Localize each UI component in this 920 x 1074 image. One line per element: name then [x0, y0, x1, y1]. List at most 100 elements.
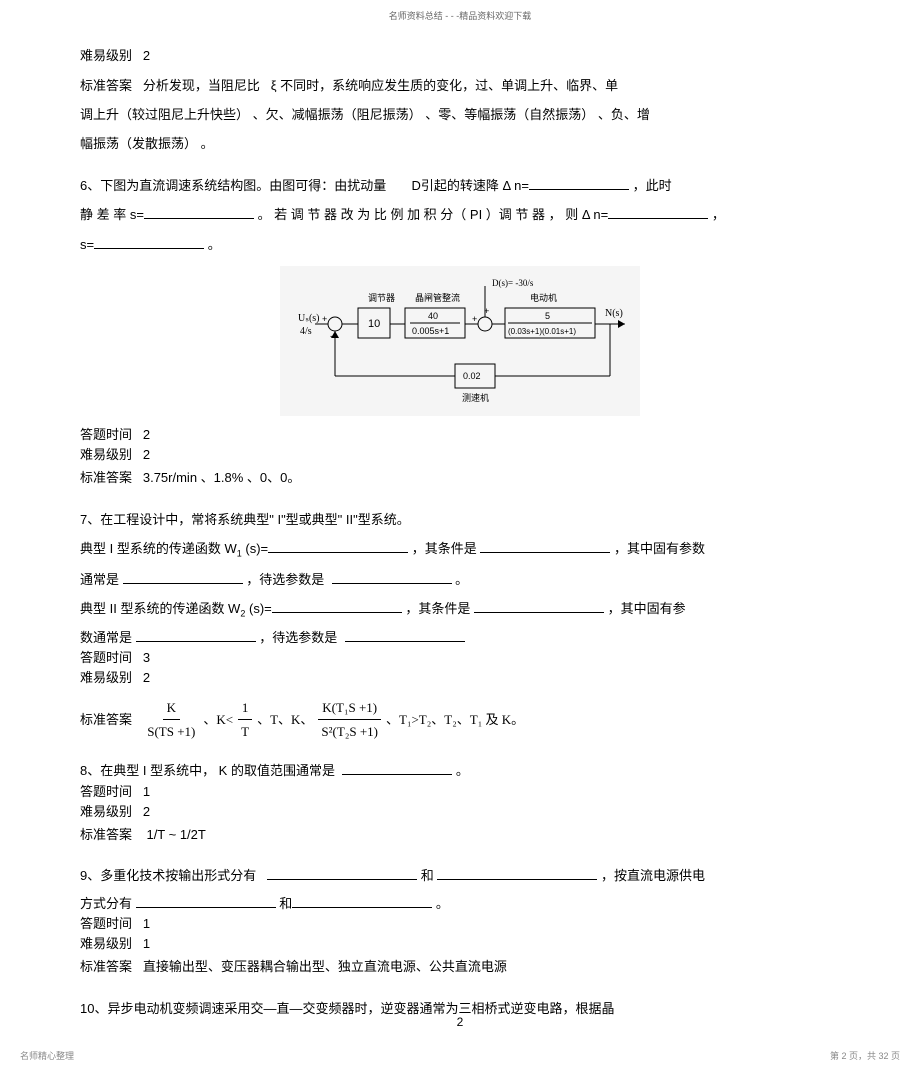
q7-line2: 典型 I 型系统的传递函数 W1 (s)= ，其条件是 ，其中固有参数	[80, 537, 840, 562]
q7-std-answer: 标准答案 K S(TS +1) 、K< 1 T 、T、K、 K(T₁S +1) …	[80, 696, 840, 744]
value: 2	[143, 670, 150, 685]
block1-value: 10	[368, 318, 380, 330]
label: 难易级别	[80, 804, 132, 819]
blank	[136, 628, 256, 642]
label: 标准答案	[80, 708, 132, 731]
block1-title: 调节器	[368, 293, 395, 303]
q6-std-answer: 标准答案 3.75r/min 、1.8% 、0、0。	[80, 466, 840, 489]
blank	[332, 570, 452, 584]
value: 2	[143, 48, 150, 63]
blank	[268, 539, 408, 553]
blank	[94, 235, 204, 249]
text: ，待选参数是	[259, 630, 337, 645]
footer-right: 第 2 页，共 32 页	[830, 1048, 900, 1064]
blank	[480, 539, 610, 553]
text: ，按直流电源供电	[601, 868, 705, 883]
blank	[144, 205, 254, 219]
blank	[608, 205, 708, 219]
label: 答题时间	[80, 650, 132, 665]
q9-difficulty: 难易级别 1	[80, 935, 840, 953]
numer: K(T₁S +1)	[318, 696, 381, 720]
block3-top: 5	[545, 311, 550, 321]
label: 标准答案	[80, 470, 132, 485]
page-number: 2	[0, 1012, 920, 1034]
block2-top: 40	[428, 311, 438, 321]
blank	[272, 599, 402, 613]
q8-difficulty: 难易级别 2	[80, 803, 840, 821]
denom: S²(T₂S +1)	[317, 720, 382, 743]
output-label: N(s)	[605, 308, 623, 319]
value: 2	[143, 447, 150, 462]
q8-line1: 8、在典型 I 型系统中， K 的取值范围通常是 。	[80, 761, 840, 780]
q5-answer-line2: 调上升（较过阻尼上升快些） 、欠、减幅振荡（阻尼振荡） 、零、等幅振荡（自然振荡…	[80, 103, 840, 126]
q8-ans-time: 答题时间 1	[80, 783, 840, 801]
value: 1	[143, 784, 150, 799]
header-note: 名师资料总结 - - -精品资料欢迎下载	[0, 0, 920, 24]
formula-2: 1 T	[237, 696, 253, 744]
value: 2	[143, 804, 150, 819]
text: 、T、K、	[257, 708, 313, 731]
label: 答题时间	[80, 916, 132, 931]
text: 和	[279, 896, 292, 911]
q6-line2: 静 差 率 s= 。 若 调 节 器 改 为 比 例 加 积 分（ PI ）调 …	[80, 203, 840, 226]
text: ，其条件是	[412, 541, 477, 556]
blank	[342, 761, 452, 775]
q8-std-answer: 标准答案 1/T ~ 1/2T	[80, 823, 840, 846]
q5-difficulty: 难易级别 2	[80, 44, 840, 67]
text: ，其条件是	[405, 601, 470, 616]
text: ，其中固有参	[608, 601, 686, 616]
denom: T	[237, 720, 253, 743]
blank	[474, 599, 604, 613]
blank	[136, 894, 276, 908]
text: ，其中固有参数	[614, 541, 705, 556]
label: 答题时间	[80, 784, 132, 799]
q7-line3: 通常是 ，待选参数是 。	[80, 568, 840, 591]
text: 9、多重化技术按输出形式分有	[80, 868, 256, 883]
document-content: 难易级别 2 标准答案 分析发现，当阻尼比 ξ 不同时，系统响应发生质的变化，过…	[0, 24, 920, 1020]
text: ，此时	[633, 178, 672, 193]
text: ，待选参数是	[246, 572, 324, 587]
numer: 1	[238, 696, 253, 720]
blank	[345, 628, 465, 642]
formula-1: K S(TS +1)	[143, 696, 199, 744]
value: 3	[143, 650, 150, 665]
blank	[267, 866, 417, 880]
label: 难易级别	[80, 670, 132, 685]
text: D引起的转速降 Δ n=	[412, 178, 529, 193]
q7-line5: 数通常是 ，待选参数是	[80, 628, 840, 647]
q9-ans-time: 答题时间 1	[80, 915, 840, 933]
fb-title: 测速机	[462, 392, 489, 403]
formula-3: K(T₁S +1) S²(T₂S +1)	[317, 696, 382, 744]
label: 标准答案	[80, 959, 132, 974]
text: ，	[712, 207, 725, 222]
label: 难易级别	[80, 936, 132, 951]
input-label: Uₛ(s)	[298, 313, 320, 324]
text: 通常是	[80, 572, 119, 587]
label: 标准答案	[80, 827, 132, 842]
q5-answer-line3: 幅振荡（发散振荡） 。	[80, 132, 840, 155]
disturbance: D(s)= -30/s	[492, 278, 534, 288]
input-sub: 4/s	[300, 326, 312, 337]
label: 难易级别	[80, 447, 132, 462]
value: 直接输出型、变压器耦合输出型、独立直流电源、公共直流电源	[143, 959, 507, 974]
denom: S(TS +1)	[143, 720, 199, 743]
text: (s)=	[249, 601, 272, 616]
text: 分析发现，当阻尼比	[143, 78, 260, 93]
value: 1	[143, 936, 150, 951]
text: 。	[208, 237, 221, 252]
text: 静 差 率 s=	[80, 207, 144, 222]
q7-line4: 典型 II 型系统的传递函数 W2 (s)= ，其条件是 ，其中固有参	[80, 597, 840, 622]
block2-title: 晶闸管整流	[415, 292, 460, 303]
text: 方式分有	[80, 896, 132, 911]
label: 答题时间	[80, 427, 132, 442]
value: 3.75r/min 、1.8% 、0、0。	[143, 470, 301, 485]
value: 2	[143, 427, 150, 442]
q7-line1: 7、在工程设计中，常将系统典型" I"型或典型" II"型系统。	[80, 508, 840, 531]
text: 。	[456, 763, 469, 778]
footer-left: 名师精心整理	[20, 1048, 74, 1064]
text: 典型 I 型系统的传递函数 W	[80, 541, 237, 556]
text: 。 若 调 节 器 改 为 比 例 加 积 分（ PI ）调 节 器 ， 则 Δ…	[258, 207, 609, 222]
text: 、K<	[203, 708, 233, 731]
text: ξ 不同时，系统响应发生质的变化，过、单调上升、临界、单	[271, 78, 618, 93]
blank	[123, 570, 243, 584]
